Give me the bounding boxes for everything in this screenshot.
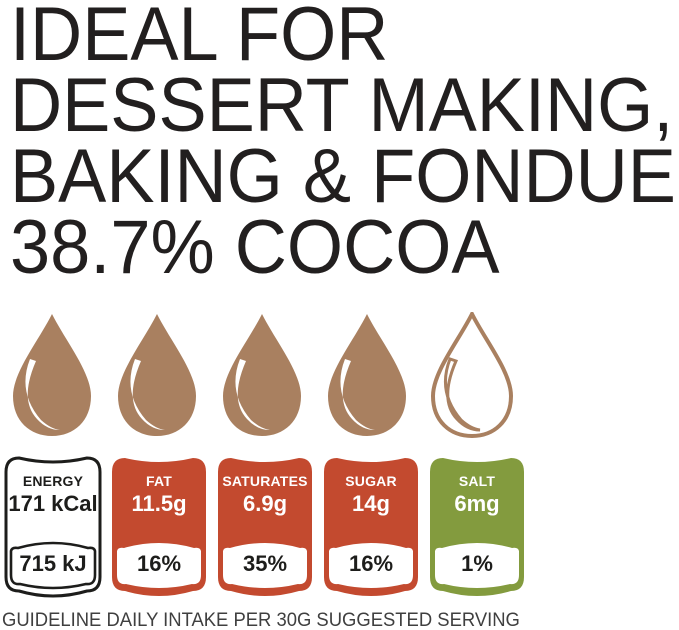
badge-window: [329, 543, 413, 588]
badge-shape: [324, 458, 418, 596]
badge-shape: [112, 458, 206, 596]
headline: IDEAL FOR DESSERT MAKING, BAKING & FONDU…: [10, 0, 676, 290]
gda-nutrition-badges: ENERGY 171 kCal 715 kJ FAT 11.5g 16% SAT…: [3, 454, 527, 598]
cocoa-drop-filled-icon: [223, 314, 301, 436]
badge-shape: [430, 458, 524, 596]
badge-label: SATURATES: [222, 473, 308, 489]
badge-percent: 35%: [242, 551, 288, 576]
cocoa-drop-empty-icon: [430, 312, 514, 438]
gda-badge-saturates: SATURATES 6.9g 35%: [215, 454, 315, 598]
badge-value: 11.5g: [131, 491, 187, 516]
gda-badge-sugar: SUGAR 14g 16%: [321, 454, 421, 598]
badge-percent: 16%: [348, 551, 394, 576]
badge-value: 171 kCal: [8, 491, 98, 516]
gda-badge-energy: ENERGY 171 kCal 715 kJ: [3, 454, 103, 598]
drop-shape: [223, 314, 301, 436]
badge-window: [9, 541, 97, 590]
badge-label: ENERGY: [22, 473, 84, 489]
badge-percent: 16%: [136, 551, 182, 576]
badge-shape: [4, 456, 102, 598]
badge-value: 6.9g: [242, 491, 288, 516]
drop-highlight: [443, 357, 481, 432]
badge-window: [435, 543, 519, 588]
badge-secondary-value: 715 kJ: [19, 551, 87, 576]
badge-shape: [218, 458, 312, 596]
drop-highlight: [25, 359, 60, 430]
drop-highlight: [235, 359, 270, 430]
gda-badge-salt: SALT 6mg 1%: [427, 454, 527, 598]
headline-line-4: 38.7% COCOA: [10, 205, 500, 290]
gda-badge-fat: FAT 11.5g 16%: [109, 454, 209, 598]
drop-shape: [328, 314, 406, 436]
cocoa-strength-indicator: [8, 312, 516, 438]
badge-percent: 1%: [461, 551, 493, 576]
drop-shape: [118, 314, 196, 436]
headline-line-2: DESSERT MAKING,: [10, 63, 674, 148]
badge-window: [223, 543, 307, 588]
headline-line-3: BAKING & FONDUE: [10, 134, 676, 219]
badge-window: [117, 543, 201, 588]
drop-shape: [13, 314, 91, 436]
drop-highlight: [130, 359, 165, 430]
headline-line-1: IDEAL FOR: [10, 0, 389, 77]
badge-label: FAT: [145, 473, 172, 489]
cocoa-drop-filled-icon: [118, 314, 196, 436]
guideline-daily-intake-text: GUIDELINE DAILY INTAKE PER 30G SUGGESTED…: [2, 610, 520, 630]
badge-value: 14g: [352, 491, 390, 516]
badge-value: 6mg: [454, 491, 500, 516]
cocoa-drop-filled-icon: [328, 314, 406, 436]
cocoa-drop-filled-icon: [13, 314, 91, 436]
badge-label: SALT: [458, 473, 496, 489]
badge-label: SUGAR: [345, 473, 397, 489]
drop-highlight: [340, 359, 375, 430]
